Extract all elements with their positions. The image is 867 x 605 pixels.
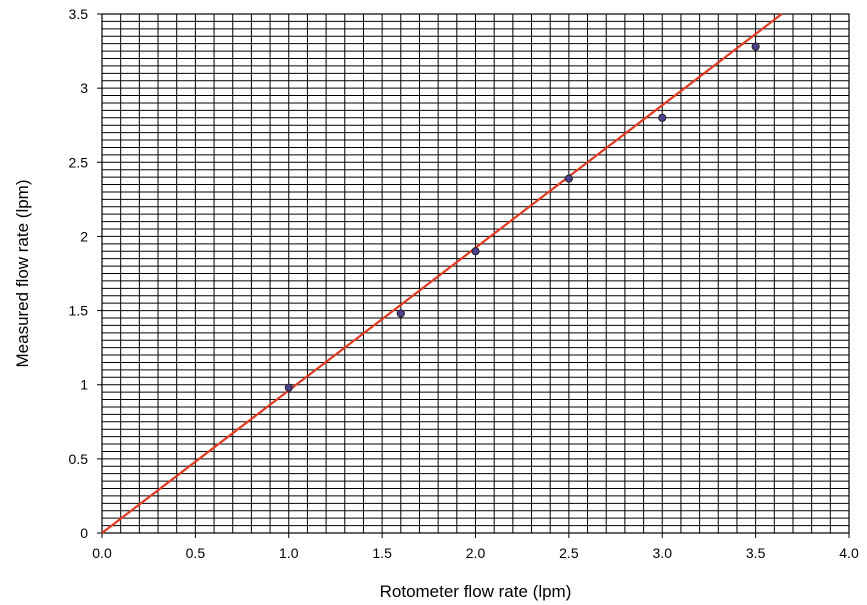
grid	[102, 14, 849, 533]
fit-line	[101, 13, 783, 534]
y-tick-label: 3.5	[69, 6, 89, 22]
x-tick-label: 1.0	[279, 545, 299, 561]
x-tick-label: 3.5	[746, 545, 766, 561]
y-tick-label: 1.5	[69, 303, 89, 319]
data-point	[564, 174, 573, 183]
x-tick-label: 0.0	[92, 545, 112, 561]
y-tick-label: 2.5	[69, 154, 89, 170]
x-tick-label: 3.0	[653, 545, 673, 561]
x-tick-label: 0.5	[186, 545, 206, 561]
y-tick-label: 2	[80, 228, 88, 244]
y-tick-label: 1	[80, 377, 88, 393]
data-point	[396, 309, 405, 318]
y-axis-label: Measured flow rate (lpm)	[13, 179, 32, 367]
y-tick-label: 0	[80, 525, 88, 541]
y-tick-label: 3	[80, 80, 88, 96]
data-point	[658, 113, 667, 122]
series-layer	[101, 13, 783, 534]
y-tick-label: 0.5	[69, 451, 89, 467]
x-axis-label: Rotometer flow rate (lpm)	[380, 582, 572, 601]
x-tick-label: 4.0	[839, 545, 859, 561]
y-axis-ticks: 0 0.5 1 1.5 2 2.5 3 3.5	[69, 6, 102, 541]
x-tick-label: 2.0	[466, 545, 486, 561]
x-axis-ticks: 0.0 0.5 1.0 1.5 2.0 2.5 3.0 3.5 4.0	[92, 533, 859, 561]
data-point	[471, 247, 480, 256]
x-tick-label: 1.5	[372, 545, 392, 561]
data-point	[284, 383, 293, 392]
x-tick-label: 2.5	[559, 545, 579, 561]
data-point	[751, 42, 760, 51]
